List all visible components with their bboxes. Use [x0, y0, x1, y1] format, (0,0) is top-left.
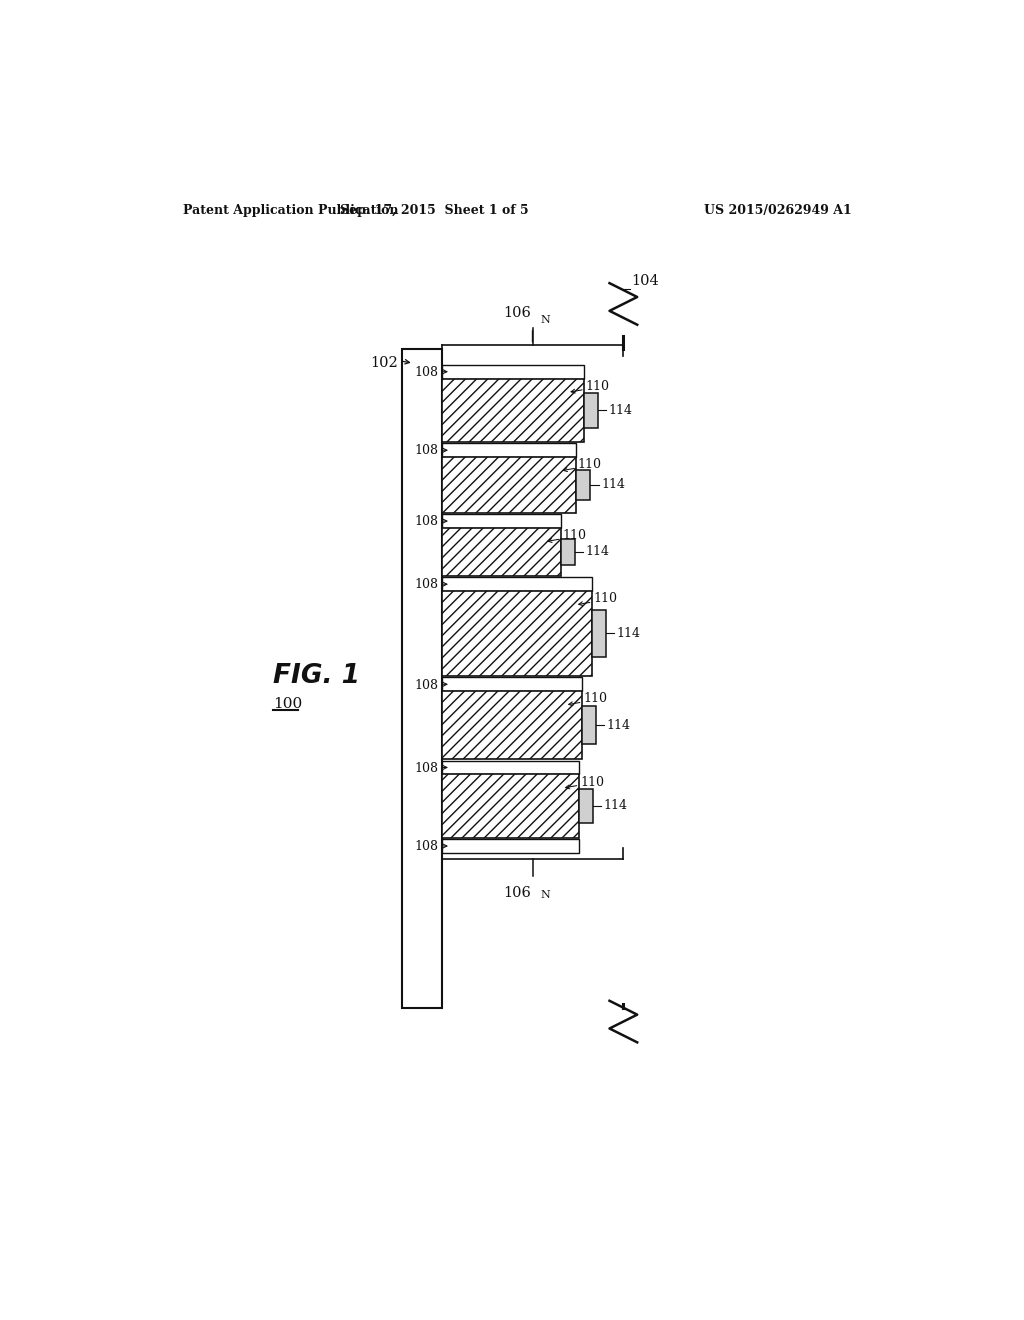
Text: 114: 114	[603, 800, 628, 813]
Text: 106: 106	[503, 306, 531, 321]
Text: 102: 102	[370, 355, 397, 370]
Text: 108: 108	[415, 578, 438, 591]
Text: 110: 110	[584, 693, 607, 705]
Text: Sep. 17, 2015  Sheet 1 of 5: Sep. 17, 2015 Sheet 1 of 5	[340, 205, 529, 218]
Bar	[441, 840, 579, 853]
Text: 110: 110	[581, 776, 604, 788]
Text: 110: 110	[593, 593, 617, 606]
Text: 108: 108	[415, 762, 438, 775]
Text: 108: 108	[415, 678, 438, 692]
Bar	[441, 379, 584, 442]
Bar	[441, 591, 592, 676]
Bar	[441, 775, 579, 837]
Bar	[441, 444, 577, 457]
Text: 114: 114	[601, 478, 625, 491]
Text: 106: 106	[503, 886, 531, 900]
Text: 114: 114	[606, 718, 631, 731]
Text: Patent Application Publication: Patent Application Publication	[183, 205, 398, 218]
Bar	[441, 677, 582, 692]
Text: N: N	[541, 890, 550, 900]
Bar	[561, 539, 574, 565]
Bar	[592, 610, 605, 657]
Bar	[584, 393, 598, 428]
Bar	[441, 528, 561, 576]
Text: 108: 108	[415, 366, 438, 379]
Text: 104: 104	[631, 273, 658, 288]
Bar	[441, 364, 584, 379]
Bar	[579, 788, 593, 824]
Text: 110: 110	[562, 529, 587, 543]
Text: FIG. 1: FIG. 1	[273, 663, 360, 689]
Bar	[441, 577, 592, 591]
Text: 110: 110	[578, 458, 602, 471]
Bar	[441, 692, 582, 759]
Text: 110: 110	[586, 380, 609, 393]
Text: 114: 114	[608, 404, 633, 417]
Bar	[577, 470, 590, 500]
Bar	[582, 706, 596, 743]
Text: 108: 108	[415, 445, 438, 458]
Text: 108: 108	[415, 515, 438, 528]
Bar	[441, 515, 561, 528]
Bar	[401, 350, 441, 1007]
Bar	[441, 457, 577, 512]
Text: 114: 114	[586, 545, 609, 558]
Text: US 2015/0262949 A1: US 2015/0262949 A1	[705, 205, 852, 218]
Text: N: N	[541, 314, 550, 325]
Bar	[441, 760, 579, 775]
Text: 100: 100	[273, 697, 302, 711]
Text: 114: 114	[616, 627, 640, 640]
Text: 108: 108	[415, 841, 438, 853]
